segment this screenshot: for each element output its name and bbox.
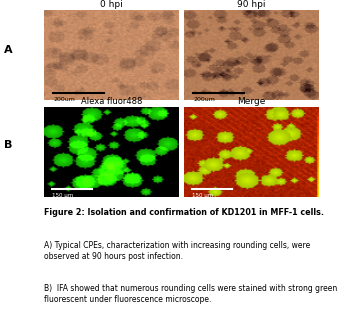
Title: 0 hpi: 0 hpi — [100, 0, 123, 9]
Text: 200um: 200um — [193, 97, 215, 102]
Text: A: A — [4, 46, 12, 55]
Title: 90 hpi: 90 hpi — [237, 0, 266, 9]
Text: A) Typical CPEs, characterization with increasing rounding cells, were
observed : A) Typical CPEs, characterization with i… — [44, 241, 310, 261]
Text: 200um: 200um — [53, 97, 75, 102]
Text: 150 μm: 150 μm — [192, 193, 213, 198]
Text: B)  IFA showed that numerous rounding cells were stained with strong green
fluor: B) IFA showed that numerous rounding cel… — [44, 284, 337, 305]
Title: Alexa fluor488: Alexa fluor488 — [81, 98, 142, 106]
Text: Figure 2: Isolation and confirmation of KD1201 in MFF-1 cells.: Figure 2: Isolation and confirmation of … — [44, 208, 324, 217]
Text: 150 μm: 150 μm — [52, 193, 73, 198]
Title: Merge: Merge — [237, 98, 266, 106]
Text: B: B — [4, 140, 12, 150]
